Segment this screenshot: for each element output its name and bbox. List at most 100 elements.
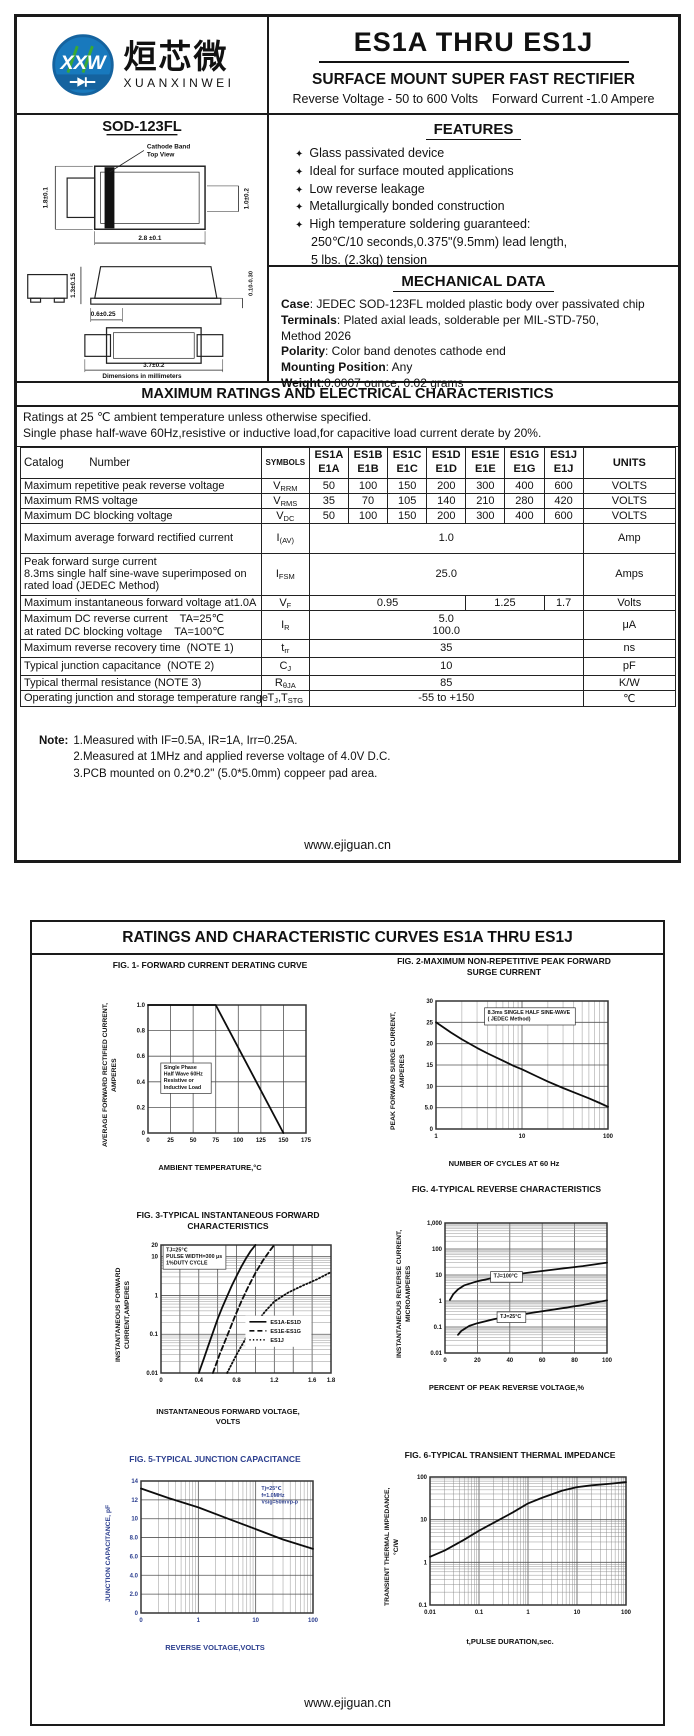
feature-text: High temperature soldering guaranteed: [309,217,531,231]
svg-text:1: 1 [154,1294,158,1300]
feature-bullet-icon: ✦ [295,220,304,231]
svg-text:20: 20 [474,1358,481,1364]
device-column-header: ES1E E1E [465,447,506,479]
value-cell: 50 [308,477,349,494]
mechanical-line: Case: JEDEC SOD-123FL molded plastic bod… [281,297,645,311]
svg-text:Tj=25℃: Tj=25℃ [262,1486,283,1492]
table-row: Maximum DC blocking voltage VDC 50 100 150 20… [20,507,677,524]
table-row: Typical thermal resistance (NOTE 3) RθJA 8… [20,674,677,691]
table-row: Maximum RMS voltage VRMS 35 70 105 140 210 280 4… [20,492,677,509]
figure-plot: 0 20 40 60 80 100 1,000 100 10 1 0.1 0.01 TJ=100°C TJ… [427,1221,613,1364]
figure-y-axis-label: JUNCTION CAPACITANCE, pF [104,1504,112,1602]
units-cell: ℃ [582,689,677,707]
dim-standoff: 0.10-0.30 [248,270,254,296]
svg-text:25: 25 [426,1021,433,1027]
datasheet-page-2: RATINGS AND CHARACTERISTIC CURVES ES1A T… [30,920,665,1726]
series-transient-thermal-impedance [428,1480,627,1558]
svg-text:100: 100 [602,1358,613,1364]
symbol-cell: VF [260,594,310,611]
mechanical-label: Weight [281,376,321,391]
feature-text: Metallurgically bonded construction [309,199,505,214]
value-cell: 300 [465,477,506,494]
symbol-cell: I(AV) [260,522,310,554]
top-view-callout: Top View [147,151,174,158]
condition-line: Ratings at 25 ℃ ambient temperature unle… [23,410,372,424]
value-cell: 140 [426,492,467,509]
note-label: Note: [39,734,69,747]
value-cell: 25.0 [308,552,584,596]
mechanical-line: Weight:0.0007 ounce, 0.02 grams [281,376,464,391]
svg-text:0.01: 0.01 [424,1610,436,1616]
max-ratings-heading: MAXIMUM RATINGS AND ELECTRICAL CHARACTER… [17,381,678,407]
figure-body: TRANSIENT THERMAL IMPEDANCE, °C/W 0.01 0.1… [350,1469,670,1625]
svg-text:0.01: 0.01 [431,1351,443,1357]
value-cell: 150 [387,477,428,494]
symbol-cell: CJ [260,656,310,676]
value-cell: 5.0 100.0 [308,609,584,640]
symbol-cell: IFSM [260,552,310,596]
parameter-cell: Maximum RMS voltage [20,492,262,509]
feature-bullet-icon: ✦ [295,202,304,214]
condition-line: Single phase half-wave 60Hz,resistive or… [23,425,542,440]
notes-block: Note: 1.Measured with IF=0.5A, IR=1A, Ir… [39,733,678,783]
svg-text:20: 20 [151,1243,158,1249]
svg-text:100: 100 [233,1138,244,1144]
svg-text:6.0: 6.0 [130,1554,139,1560]
parameter-cell: Maximum instantaneous forward voltage at… [20,594,262,611]
table-row: Maximum repetitive peak reverse voltage V… [20,477,677,494]
svg-text:1: 1 [526,1610,530,1616]
svg-text:0.8: 0.8 [232,1378,241,1384]
svg-text:1%DUTY CYCLE: 1%DUTY CYCLE [166,1261,208,1267]
part-number-title: ES1A THRU ES1J [353,27,594,57]
figure-body: INSTANTANEOUS FORWARD CURRENT,AMPERES 0 0.… [88,1237,368,1393]
svg-text:100: 100 [308,1618,319,1624]
svg-text:10: 10 [253,1618,260,1624]
feature-text: Glass passivated device [309,146,445,160]
svg-text:Inductive Load: Inductive Load [164,1084,201,1090]
svg-text:10: 10 [132,1516,139,1522]
value-cell: 85 [308,674,584,691]
value-cell: 420 [543,492,584,509]
svg-text:0.1: 0.1 [434,1325,443,1331]
svg-text:Single Phase: Single Phase [164,1065,197,1071]
svg-text:ES1E-ES1G: ES1E-ES1G [270,1329,301,1335]
note-lines: 1.Measured with IF=0.5A, IR=1A, Irr=0.25… [73,733,390,783]
device-column-header: ES1B E1B [347,447,389,479]
figure-x-axis-label: AMBIENT TEMPERATURE,°C [158,1162,262,1172]
figure-title: FIG. 1- FORWARD CURRENT DERATING CURVE [112,960,308,970]
curves-page-title: RATINGS AND CHARACTERISTIC CURVES ES1A T… [32,922,663,955]
title-underline [318,61,629,63]
units-cell: K/W [582,674,677,691]
table-row: Peak forward surge current 8.3ms single h… [20,552,677,596]
device-column-header: ES1A E1A [308,447,349,479]
value-cell: 200 [426,507,467,524]
svg-text:0: 0 [140,1618,144,1624]
table-row: Maximum instantaneous forward voltage at… [20,594,677,611]
svg-text:0.8: 0.8 [136,1028,145,1034]
feature-bullet-icon: ✦ [295,184,304,196]
mechanical-heading: MECHANICAL DATA [393,273,554,292]
svg-text:0: 0 [444,1358,448,1364]
value-cell: 400 [504,477,545,494]
figure-y-axis-label: AVERAGE FORWARD RECTIFIED CURRENT, AMPER… [102,1002,118,1147]
dim-total-width: 3.7±0.2 [143,362,165,369]
package-drawing-cell: SOD-123FL Cathode Band Top View 1.8±0.1 … [17,115,269,381]
symbol-cell: IR [260,609,310,640]
symbol-cell: VRMS [260,492,310,509]
figure-y-axis-label: INSTANTANEOUS FORWARD CURRENT,AMPERES [115,1268,131,1363]
value-cell: 150 [387,507,428,524]
units-cell: VOLTS [582,477,677,494]
feature-text: 5 lbs. (2.3kg) tension [311,252,428,267]
features-heading: FEATURES [425,121,522,140]
mechanical-line: Polarity: Color band denotes cathode end [281,344,506,359]
value-cell: 280 [504,492,545,509]
value-cell: 35 [308,492,349,509]
svg-text:15: 15 [426,1063,433,1069]
figure-body: AVERAGE FORWARD RECTIFIED CURRENT, AMPER… [70,997,350,1153]
series-ES1E-ES1G [211,1244,276,1375]
parameter-cell: Typical thermal resistance (NOTE 3) [20,674,262,691]
figure-y-axis-label: INSTANTANEOUS REVERSE CURRENT, MICROAMPE… [395,1229,412,1358]
svg-text:TJ=100°C: TJ=100°C [494,1273,518,1279]
header: XXW 烜芯微 XUANXINWEI ES1A THRU ES1J SURFAC [17,17,678,115]
